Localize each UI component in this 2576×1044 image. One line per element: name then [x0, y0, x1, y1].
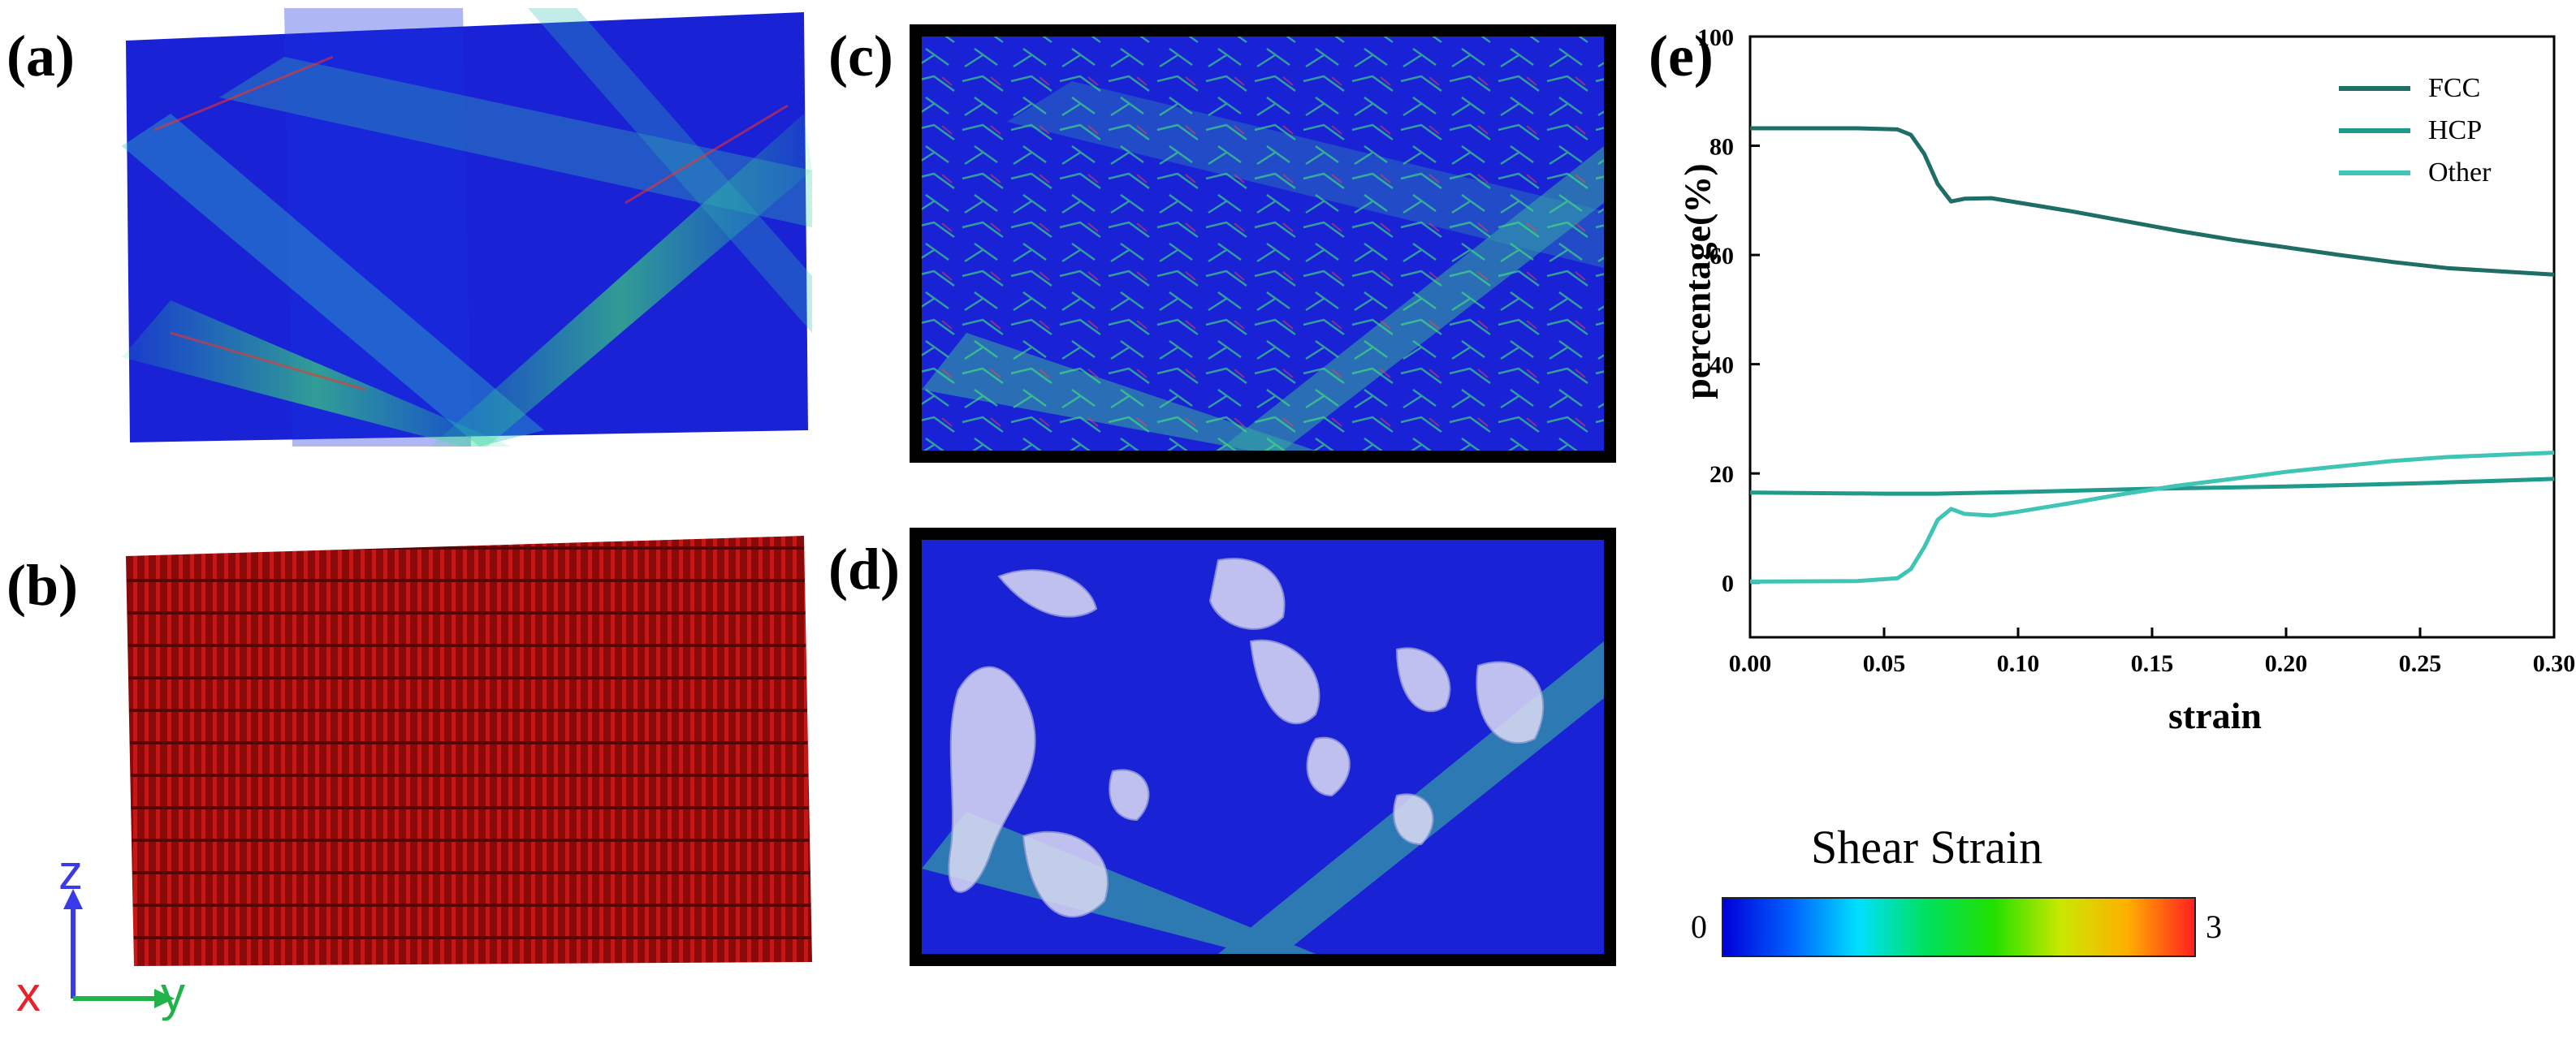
- axes-arrows-icon: [63, 889, 175, 1008]
- y-tick-label: 100: [1697, 24, 1734, 51]
- legend-label-other: Other: [2428, 157, 2492, 188]
- chart-axes: 0.00 0.05 0.10 0.15 0.20 0.25 0.30 0 20 40 60 80 100: [1697, 24, 2575, 677]
- colorbar-min-label: 0: [1691, 908, 1707, 945]
- axis-y-label: y: [161, 967, 185, 1021]
- x-tick-label: 0.15: [2131, 650, 2174, 677]
- y-tick-label: 20: [1709, 461, 1734, 488]
- panel-label-b: (b): [6, 553, 78, 618]
- shear-strain-render-a: [122, 8, 812, 447]
- chart-y-axis-label: percentage(%): [1676, 163, 1718, 399]
- simulation-panel-c: [910, 24, 1616, 463]
- simulation-panel-a: [122, 8, 812, 447]
- legend-label-hcp: HCP: [2428, 115, 2483, 145]
- chart-legend: FCC HCP Other: [2339, 73, 2491, 188]
- legend-label-fcc: FCC: [2428, 73, 2481, 103]
- y-tick-label: 80: [1709, 134, 1734, 161]
- chart-x-axis-label: strain: [2168, 695, 2262, 736]
- legend-swatch-other: [2339, 170, 2410, 175]
- x-tick-label: 0.30: [2533, 650, 2576, 677]
- phase-fraction-chart: 0.00 0.05 0.10 0.15 0.20 0.25 0.30 0 20 40 60 80 100…: [1657, 16, 2576, 747]
- x-tick-label: 0.05: [1863, 650, 1906, 677]
- x-tick-label: 0.10: [1997, 650, 2040, 677]
- simulation-panel-d: [910, 528, 1616, 966]
- shear-strain-colorbar: [1722, 897, 2196, 957]
- colorbar-max-label: 3: [2206, 908, 2222, 945]
- axes-orientation-indicator: z x y: [16, 844, 187, 1039]
- defect-structure-render-b: [126, 536, 812, 966]
- legend-item-fcc: FCC: [2339, 73, 2491, 104]
- y-tick-label: 0: [1722, 571, 1734, 597]
- panel-label-e: (e): [1649, 24, 1714, 88]
- legend-swatch-hcp: [2339, 128, 2410, 133]
- y-tick-label: 40: [1709, 352, 1734, 379]
- legend-swatch-fcc: [2339, 86, 2410, 91]
- panel-label-a: (a): [6, 24, 75, 88]
- shear-strain-render-c: [922, 37, 1604, 451]
- line-chart-svg: 0.00 0.05 0.10 0.15 0.20 0.25 0.30 0 20 40 60 80 100: [1697, 24, 2575, 677]
- series-line-other: [1749, 451, 2555, 584]
- legend-item-hcp: HCP: [2339, 115, 2491, 146]
- chart-series: [1749, 126, 2555, 584]
- y-tick-label: 60: [1709, 243, 1734, 270]
- legend-item-other: Other: [2339, 157, 2491, 188]
- x-tick-label: 0.20: [2265, 650, 2308, 677]
- simulation-panel-b: [122, 532, 812, 970]
- axis-x-label: x: [16, 967, 41, 1021]
- colorbar-title: Shear Strain: [1811, 821, 2043, 874]
- panel-label-c: (c): [828, 24, 893, 88]
- series-line-hcp: [1749, 477, 2555, 496]
- x-tick-label: 0.00: [1729, 650, 1772, 677]
- panel-label-d: (d): [828, 537, 900, 602]
- axis-z-label: z: [58, 845, 83, 899]
- shear-strain-render-d: [922, 540, 1604, 954]
- series-line-fcc: [1750, 126, 2555, 277]
- x-tick-label: 0.25: [2399, 650, 2442, 677]
